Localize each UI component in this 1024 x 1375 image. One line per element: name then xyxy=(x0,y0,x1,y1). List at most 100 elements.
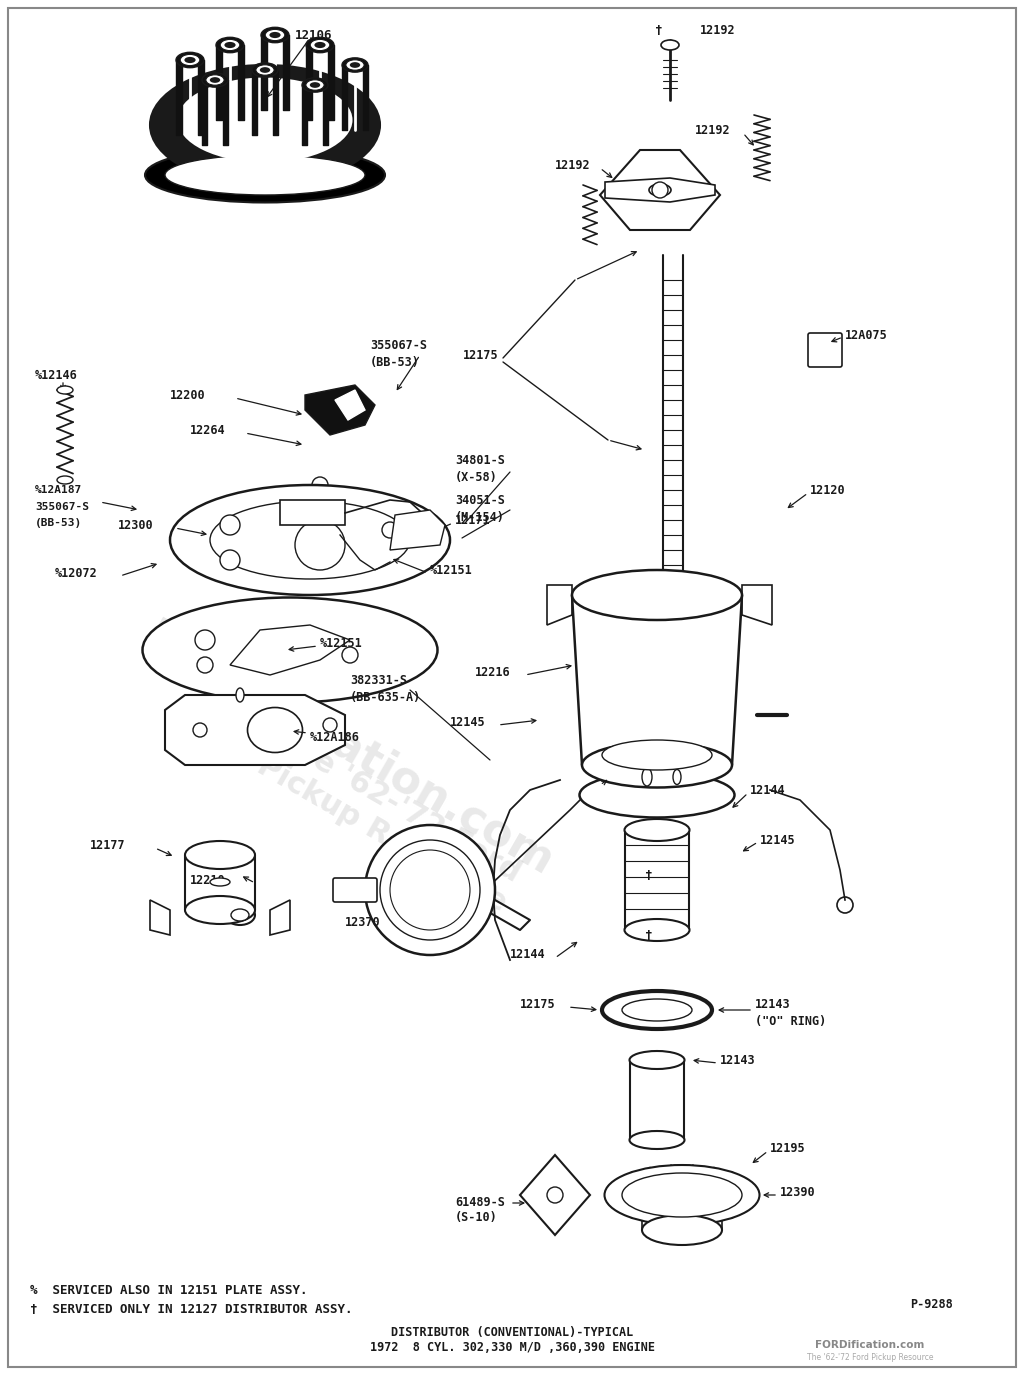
Ellipse shape xyxy=(265,29,285,41)
Text: %12A187: %12A187 xyxy=(35,485,82,495)
Text: FORDification.com: FORDification.com xyxy=(815,1341,925,1350)
Polygon shape xyxy=(305,385,375,434)
Text: †: † xyxy=(645,928,652,942)
Ellipse shape xyxy=(346,59,365,70)
Ellipse shape xyxy=(180,55,200,66)
Circle shape xyxy=(283,568,297,582)
Polygon shape xyxy=(390,510,445,550)
Ellipse shape xyxy=(269,32,281,38)
Text: %  SERVICED ALSO IN 12151 PLATE ASSY.: % SERVICED ALSO IN 12151 PLATE ASSY. xyxy=(30,1283,307,1297)
Ellipse shape xyxy=(142,598,437,703)
Text: 12192: 12192 xyxy=(700,23,735,37)
Text: FORDification.com: FORDification.com xyxy=(138,615,562,884)
Ellipse shape xyxy=(256,65,274,76)
Text: 12A075: 12A075 xyxy=(845,329,888,341)
Circle shape xyxy=(295,520,345,571)
Text: The '62-'72 Ford Pickup Resource: The '62-'72 Ford Pickup Resource xyxy=(807,1353,933,1363)
Circle shape xyxy=(193,723,207,737)
Ellipse shape xyxy=(210,77,220,82)
Circle shape xyxy=(197,657,213,672)
FancyBboxPatch shape xyxy=(333,879,377,902)
Circle shape xyxy=(837,896,853,913)
Text: 12106: 12106 xyxy=(295,29,333,41)
Ellipse shape xyxy=(310,82,321,88)
Ellipse shape xyxy=(225,905,255,925)
Ellipse shape xyxy=(236,688,244,703)
Polygon shape xyxy=(600,150,720,230)
Ellipse shape xyxy=(185,896,255,924)
Text: 12144: 12144 xyxy=(750,784,785,796)
Ellipse shape xyxy=(342,58,368,72)
Text: %12151: %12151 xyxy=(319,637,362,649)
Ellipse shape xyxy=(390,850,470,930)
Text: †: † xyxy=(645,869,652,881)
Ellipse shape xyxy=(314,41,326,48)
Text: †  SERVICED ONLY IN 12127 DISTRIBUTOR ASSY.: † SERVICED ONLY IN 12127 DISTRIBUTOR ASS… xyxy=(30,1304,352,1316)
Ellipse shape xyxy=(306,37,334,52)
Polygon shape xyxy=(520,1155,590,1235)
Text: 12216: 12216 xyxy=(475,666,511,678)
FancyBboxPatch shape xyxy=(808,333,842,367)
Circle shape xyxy=(323,718,337,732)
Ellipse shape xyxy=(260,67,270,73)
Text: 12145: 12145 xyxy=(760,833,796,847)
Polygon shape xyxy=(605,177,715,202)
Ellipse shape xyxy=(57,476,73,484)
Text: 355067-S: 355067-S xyxy=(370,338,427,352)
Ellipse shape xyxy=(210,879,230,886)
Circle shape xyxy=(220,516,240,535)
Ellipse shape xyxy=(365,825,495,956)
Ellipse shape xyxy=(622,1000,692,1022)
Text: (BB-53): (BB-53) xyxy=(370,356,420,368)
Ellipse shape xyxy=(231,909,249,921)
Text: 12210: 12210 xyxy=(190,873,225,887)
Circle shape xyxy=(342,648,358,663)
Ellipse shape xyxy=(165,155,365,195)
Text: The '62-'72 Ford
Pickup Resource: The '62-'72 Ford Pickup Resource xyxy=(252,722,528,918)
Circle shape xyxy=(220,550,240,571)
Ellipse shape xyxy=(642,769,652,786)
Text: DISTRIBUTOR (CONVENTIONAL)-TYPICAL
1972  8 CYL. 302,330 M/D ,360,390 ENGINE: DISTRIBUTOR (CONVENTIONAL)-TYPICAL 1972 … xyxy=(370,1326,654,1354)
Ellipse shape xyxy=(206,74,224,85)
Ellipse shape xyxy=(224,41,236,48)
Ellipse shape xyxy=(261,28,289,43)
Text: 12300: 12300 xyxy=(118,518,154,532)
Circle shape xyxy=(382,522,398,538)
Ellipse shape xyxy=(630,1050,684,1068)
Circle shape xyxy=(287,572,293,578)
Ellipse shape xyxy=(580,773,734,818)
Ellipse shape xyxy=(662,40,679,49)
Ellipse shape xyxy=(216,37,244,52)
Ellipse shape xyxy=(350,62,360,67)
Circle shape xyxy=(599,786,615,803)
FancyBboxPatch shape xyxy=(280,500,345,525)
Text: %12072: %12072 xyxy=(55,566,97,579)
Polygon shape xyxy=(634,166,699,213)
Text: 12171: 12171 xyxy=(455,513,490,527)
Ellipse shape xyxy=(310,40,330,51)
Polygon shape xyxy=(230,626,350,675)
Circle shape xyxy=(367,557,373,562)
Text: %12A186: %12A186 xyxy=(310,730,359,744)
Ellipse shape xyxy=(184,56,196,63)
Ellipse shape xyxy=(604,1165,760,1225)
Ellipse shape xyxy=(145,147,385,202)
Text: ("O" RING): ("O" RING) xyxy=(755,1016,826,1028)
Text: †: † xyxy=(655,23,663,37)
Text: 12175: 12175 xyxy=(520,998,556,1012)
Ellipse shape xyxy=(642,1216,722,1244)
Ellipse shape xyxy=(649,184,671,197)
Ellipse shape xyxy=(630,1132,684,1150)
Text: (BB-635-A): (BB-635-A) xyxy=(350,690,421,704)
Polygon shape xyxy=(547,584,572,626)
Text: 12370: 12370 xyxy=(345,916,381,928)
Circle shape xyxy=(195,630,215,650)
Polygon shape xyxy=(165,694,345,764)
Circle shape xyxy=(377,542,383,549)
Circle shape xyxy=(348,568,362,582)
Text: P-9288: P-9288 xyxy=(910,1298,952,1312)
Text: 382331-S: 382331-S xyxy=(350,674,407,686)
Circle shape xyxy=(613,754,627,767)
Polygon shape xyxy=(335,390,365,419)
Ellipse shape xyxy=(602,991,712,1028)
